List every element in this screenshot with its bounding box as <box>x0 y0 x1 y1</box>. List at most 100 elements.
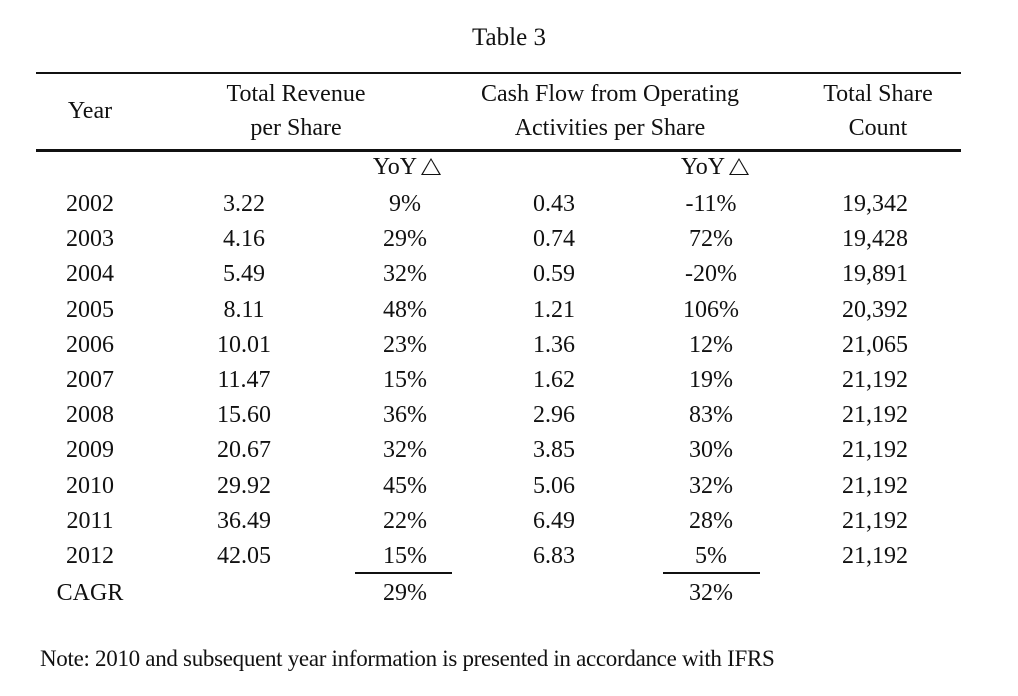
cell-revenue-yoy: 32% <box>383 261 427 288</box>
cell-year: 2004 <box>66 261 114 288</box>
header-cashflow-line2: Activities per Share <box>514 115 706 141</box>
cell-year: 2003 <box>66 226 114 253</box>
cell-shares: 19,891 <box>842 261 908 288</box>
cell-year: 2002 <box>66 191 114 217</box>
cell-cashflow: 1.21 <box>533 296 575 323</box>
cell-cashflow: 5.06 <box>533 472 575 499</box>
cell-cashflow: 6.49 <box>533 507 575 534</box>
cell-year: 2009 <box>66 437 114 464</box>
cell-revenue: 10.01 <box>217 331 271 358</box>
cell-cashflow-yoy: 30% <box>689 437 733 464</box>
cell-cashflow: 6.83 <box>533 542 575 569</box>
revenue-yoy-header: YoY <box>347 154 467 181</box>
cell-year: 2010 <box>66 472 114 499</box>
cell-revenue: 3.22 <box>223 191 265 217</box>
cell-revenue-yoy: 15% <box>383 542 427 569</box>
cell-revenue: 8.11 <box>223 296 265 323</box>
header-shares-line2: Count <box>848 115 908 141</box>
cell-year: 2008 <box>66 402 114 429</box>
cell-cashflow: 0.74 <box>533 226 575 253</box>
table-row: 2008 15.60 36% 2.96 83% 21,192 <box>0 398 1018 433</box>
cell-revenue: 11.47 <box>217 366 271 393</box>
cell-shares: 20,392 <box>842 296 908 323</box>
header-revenue: Total Revenue per Share <box>196 77 396 145</box>
cell-shares: 19,428 <box>842 226 908 253</box>
cell-cashflow-yoy: -20% <box>685 261 737 288</box>
header-revenue-line2: per Share <box>250 115 342 141</box>
cagr-cashflow: 32% <box>689 580 733 606</box>
table-row: 2003 4.16 29% 0.74 72% 19,428 <box>0 222 1018 257</box>
cell-cashflow-yoy: 12% <box>689 331 733 358</box>
cell-year: 2007 <box>66 366 114 393</box>
table-row: 2011 36.49 22% 6.49 28% 21,192 <box>0 504 1018 539</box>
cell-cashflow-yoy: 32% <box>689 472 733 499</box>
cell-shares: 21,192 <box>842 402 908 429</box>
cell-shares: 21,192 <box>842 542 908 569</box>
cell-revenue: 4.16 <box>223 226 265 253</box>
table-row: 2005 8.11 48% 1.21 106% 20,392 <box>0 293 1018 328</box>
table-row: 2007 11.47 15% 1.62 19% 21,192 <box>0 363 1018 398</box>
table-row: 2010 29.92 45% 5.06 32% 21,192 <box>0 469 1018 504</box>
cell-revenue: 42.05 <box>217 542 271 569</box>
cell-cashflow: 2.96 <box>533 402 575 429</box>
cell-cashflow-yoy: 28% <box>689 507 733 534</box>
cell-revenue: 29.92 <box>217 472 271 499</box>
cell-revenue-yoy: 29% <box>383 226 427 253</box>
cell-cashflow: 3.85 <box>533 437 575 464</box>
table-body: 2002 3.22 9% 0.43 -11% 19,342 2003 4.16 29% 0.74 7… <box>0 187 1018 574</box>
header-year: Year <box>40 94 140 128</box>
header-cashflow: Cash Flow from Operating Activities per … <box>455 77 765 145</box>
header-bottom-rule <box>36 149 961 152</box>
cell-revenue-yoy: 9% <box>389 191 421 217</box>
cashflow-yoy-underline <box>663 572 760 574</box>
cell-shares: 21,192 <box>842 437 908 464</box>
cell-year: 2005 <box>66 296 114 323</box>
cell-year: 2012 <box>66 542 114 569</box>
header-cashflow-line1: Cash Flow from Operating <box>481 81 739 107</box>
table-row: 2009 20.67 32% 3.85 30% 21,192 <box>0 433 1018 468</box>
cell-cashflow-yoy: 19% <box>689 366 733 393</box>
table-top-rule <box>36 72 961 74</box>
table-note: Note: 2010 and subsequent year informati… <box>40 646 775 671</box>
table-row: 2004 5.49 32% 0.59 -20% 19,891 <box>0 257 1018 292</box>
cashflow-yoy-header: YoY <box>655 154 775 181</box>
table-row: 2012 42.05 15% 6.83 5% 21,192 <box>0 539 1018 574</box>
delta-icon <box>729 158 750 175</box>
cagr-row: CAGR 29% 32% <box>0 576 1018 611</box>
cell-cashflow-yoy: 106% <box>683 296 739 323</box>
cell-year: 2006 <box>66 331 114 358</box>
delta-icon <box>421 158 442 175</box>
cell-revenue-yoy: 32% <box>383 437 427 464</box>
cell-revenue-yoy: 48% <box>383 296 427 323</box>
cell-year: 2011 <box>66 507 114 534</box>
cell-cashflow: 0.59 <box>533 261 575 288</box>
header-revenue-line1: Total Revenue <box>226 81 366 107</box>
cell-shares: 21,065 <box>842 331 908 358</box>
header-shares: Total Share Count <box>808 77 948 145</box>
cell-revenue-yoy: 15% <box>383 366 427 393</box>
revenue-yoy-underline <box>355 572 452 574</box>
cashflow-yoy-label: YoY <box>680 154 726 180</box>
table-row: 2002 3.22 9% 0.43 -11% 19,342 <box>0 187 1018 222</box>
cagr-label: CAGR <box>56 580 124 606</box>
cell-shares: 21,192 <box>842 366 908 393</box>
cell-revenue-yoy: 36% <box>383 402 427 429</box>
cagr-revenue: 29% <box>383 580 427 606</box>
header-year-label: Year <box>67 98 113 124</box>
cell-revenue: 15.60 <box>217 402 271 429</box>
cell-shares: 21,192 <box>842 507 908 534</box>
cell-cashflow-yoy: -11% <box>685 191 737 217</box>
cell-cashflow-yoy: 83% <box>689 402 733 429</box>
cell-shares: 19,342 <box>842 191 908 217</box>
cell-revenue-yoy: 45% <box>383 472 427 499</box>
cell-revenue: 20.67 <box>217 437 271 464</box>
cell-cashflow-yoy: 72% <box>689 226 733 253</box>
cell-cashflow: 1.62 <box>533 366 575 393</box>
table-title: Table 3 <box>472 24 546 51</box>
cell-cashflow: 0.43 <box>533 191 575 217</box>
table-row: 2006 10.01 23% 1.36 12% 21,065 <box>0 328 1018 363</box>
cell-revenue: 5.49 <box>223 261 265 288</box>
header-shares-line1: Total Share <box>823 81 933 107</box>
cell-revenue-yoy: 22% <box>383 507 427 534</box>
revenue-yoy-label: YoY <box>372 154 418 180</box>
